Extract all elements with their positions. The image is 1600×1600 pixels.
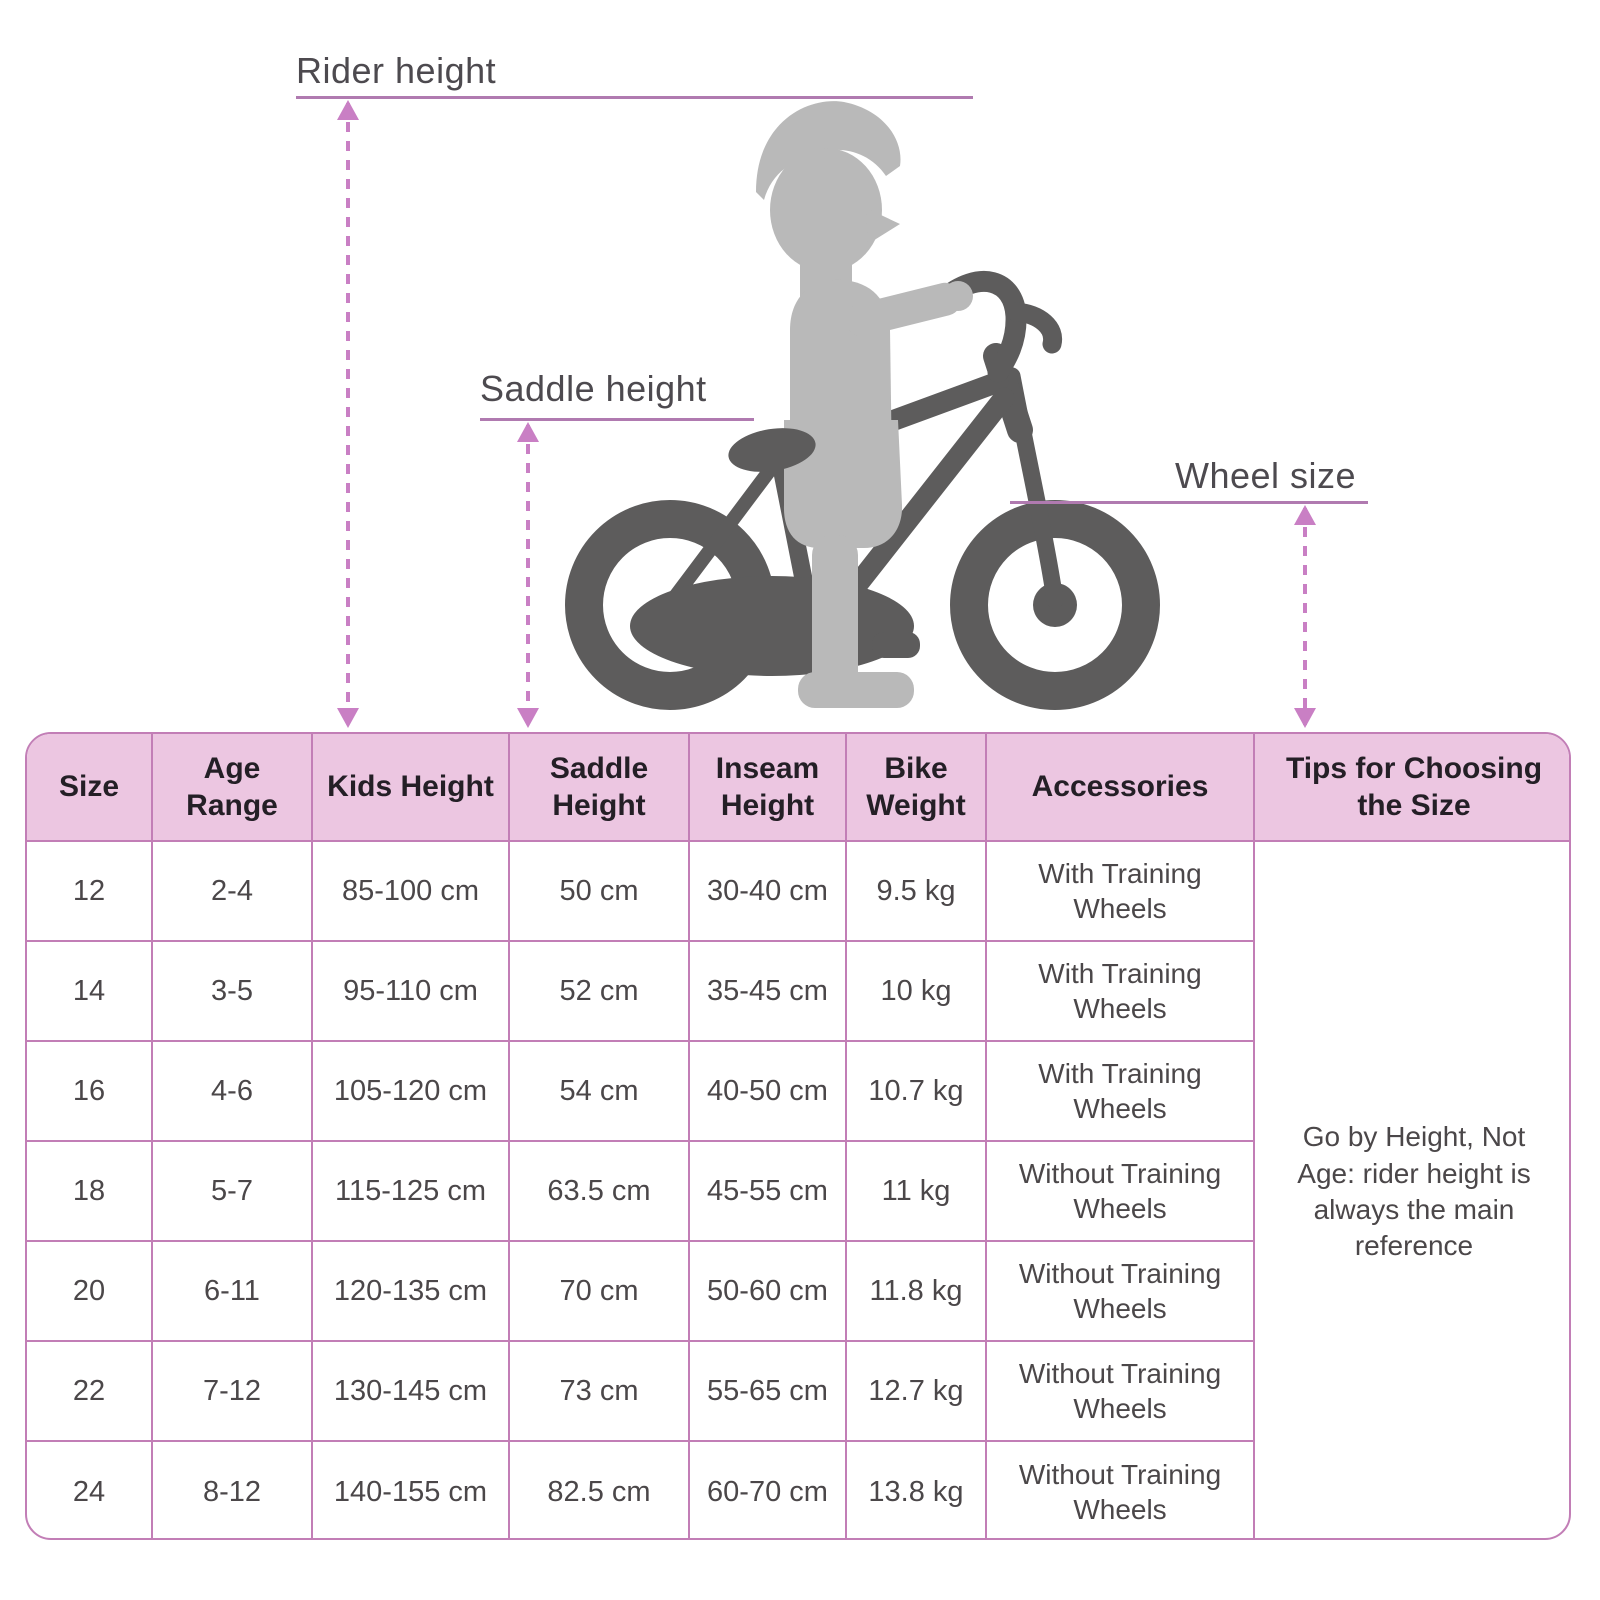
header-size: Size — [27, 734, 153, 842]
wheel-size-label: Wheel size — [1175, 455, 1357, 496]
arm — [845, 282, 962, 337]
cell-bike-weight: 11.8 kg — [847, 1242, 987, 1342]
header-accessories: Accessories — [987, 734, 1255, 842]
seat-stay — [667, 455, 783, 605]
pedal-icon — [872, 632, 920, 658]
cell-bike-weight: 12.7 kg — [847, 1342, 987, 1442]
cell-saddle-height: 54 cm — [510, 1042, 690, 1142]
cell-kids-height: 105-120 cm — [313, 1042, 510, 1142]
cell-accessories: With Training Wheels — [987, 842, 1255, 942]
cell-accessories: With Training Wheels — [987, 942, 1255, 1042]
cell-size: 24 — [27, 1442, 153, 1538]
cell-accessories: With Training Wheels — [987, 1042, 1255, 1142]
cell-kids-height: 115-125 cm — [313, 1142, 510, 1242]
cell-inseam-height: 45-55 cm — [690, 1142, 847, 1242]
shoe-icon — [798, 672, 914, 708]
cell-age-range: 8-12 — [153, 1442, 313, 1538]
cell-saddle-height: 52 cm — [510, 942, 690, 1042]
saddle-icon — [728, 428, 816, 472]
cell-bike-weight: 11 kg — [847, 1142, 987, 1242]
rider-height-line — [296, 96, 973, 99]
cell-accessories: Without Training Wheels — [987, 1442, 1255, 1538]
cell-bike-weight: 13.8 kg — [847, 1442, 987, 1538]
cell-saddle-height: 63.5 cm — [510, 1142, 690, 1242]
cell-saddle-height: 73 cm — [510, 1342, 690, 1442]
measurement-diagram: Rider height Saddle height Wheel size — [0, 0, 1600, 733]
cell-size: 16 — [27, 1042, 153, 1142]
cell-inseam-height: 35-45 cm — [690, 942, 847, 1042]
cell-accessories: Without Training Wheels — [987, 1242, 1255, 1342]
head — [770, 148, 882, 272]
header-bike-weight: Bike Weight — [847, 734, 987, 842]
cell-age-range: 7-12 — [153, 1342, 313, 1442]
cell-accessories: Without Training Wheels — [987, 1342, 1255, 1442]
rider-height-arrow — [346, 103, 350, 725]
cell-size: 22 — [27, 1342, 153, 1442]
cell-bike-weight: 10 kg — [847, 942, 987, 1042]
wheel-size-arrow — [1303, 508, 1307, 725]
chain-guard — [630, 576, 914, 676]
cell-inseam-height: 60-70 cm — [690, 1442, 847, 1538]
cell-inseam-height: 40-50 cm — [690, 1042, 847, 1142]
cell-size: 20 — [27, 1242, 153, 1342]
cell-bike-weight: 9.5 kg — [847, 842, 987, 942]
front-wheel-icon — [950, 500, 1160, 710]
cell-bike-weight: 10.7 kg — [847, 1042, 987, 1142]
cell-size: 18 — [27, 1142, 153, 1242]
header-tips: Tips for Choosing the Size — [1255, 734, 1569, 842]
cell-kids-height: 95-110 cm — [313, 942, 510, 1042]
cell-size: 14 — [27, 942, 153, 1042]
wheel-size-line — [1010, 501, 1368, 504]
saddle-height-label: Saddle height — [480, 368, 707, 409]
shorts — [783, 420, 903, 548]
cell-age-range: 3-5 — [153, 942, 313, 1042]
header-age-range: Age Range — [153, 734, 313, 842]
rider-height-label: Rider height — [296, 50, 497, 91]
header-kids-height: Kids Height — [313, 734, 510, 842]
handlebar-hook — [1006, 302, 1063, 354]
nose — [866, 208, 900, 244]
cell-kids-height: 85-100 cm — [313, 842, 510, 942]
cell-kids-height: 120-135 cm — [313, 1242, 510, 1342]
cell-inseam-height: 30-40 cm — [690, 842, 847, 942]
cell-kids-height: 140-155 cm — [313, 1442, 510, 1538]
cell-kids-height: 130-145 cm — [313, 1342, 510, 1442]
leg — [812, 535, 858, 693]
cell-size: 12 — [27, 842, 153, 942]
cell-age-range: 2-4 — [153, 842, 313, 942]
tips-merged-cell: Go by Height, Not Age: rider height is a… — [1297, 1121, 1531, 1262]
child-with-bike-illustration — [565, 101, 1160, 710]
cell-accessories: Without Training Wheels — [987, 1142, 1255, 1242]
cell-inseam-height: 50-60 cm — [690, 1242, 847, 1342]
cell-age-range: 6-11 — [153, 1242, 313, 1342]
header-saddle-height: Saddle Height — [510, 734, 690, 842]
saddle-height-arrow — [526, 425, 530, 725]
cell-inseam-height: 55-65 cm — [690, 1342, 847, 1442]
hand — [943, 281, 973, 311]
cell-age-range: 4-6 — [153, 1042, 313, 1142]
size-table: Size Age Range Kids Height Saddle Height… — [25, 732, 1571, 1540]
header-inseam-height: Inseam Height — [690, 734, 847, 842]
child-icon — [756, 101, 973, 708]
cell-saddle-height: 82.5 cm — [510, 1442, 690, 1538]
cell-saddle-height: 70 cm — [510, 1242, 690, 1342]
cell-age-range: 5-7 — [153, 1142, 313, 1242]
saddle-height-line — [480, 418, 754, 421]
cell-saddle-height: 50 cm — [510, 842, 690, 942]
